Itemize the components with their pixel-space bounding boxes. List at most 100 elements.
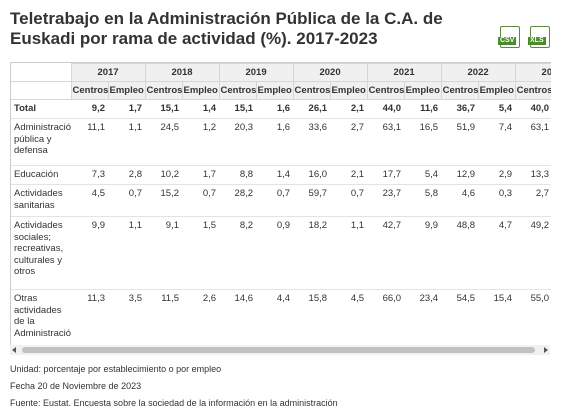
measure-header: Centros <box>218 81 257 100</box>
table-row: Administración pública y defensa 11,1 1,1 2… <box>11 118 551 166</box>
measure-header: Empleo <box>107 81 146 100</box>
table-row: Actividades sociales; recreativas, cultu… <box>11 216 551 290</box>
year-header: 2018 <box>144 63 220 82</box>
table-row: Total 9,2 1,7 15,1 1,4 15,1 1,6 26,1 2,1 44,0 11,6… <box>11 99 551 119</box>
row-label: Total <box>11 99 71 119</box>
cell: 11,6 <box>404 99 442 119</box>
csv-download[interactable]: CSV <box>498 26 520 48</box>
measure-header: Centros <box>144 81 183 100</box>
cell: 9,2 <box>71 99 108 119</box>
measure-header: Empleo <box>403 81 442 100</box>
measure-header: Centros <box>70 81 109 100</box>
cell: 20,3 <box>219 118 257 166</box>
corner <box>11 81 71 100</box>
cell: 54,5 <box>441 289 479 345</box>
cell: 4,6 <box>441 184 479 217</box>
cell: 9,1 <box>145 216 183 290</box>
year-header: 2019 <box>218 63 294 82</box>
cell: 23,7 <box>367 184 405 217</box>
cell: 4,5 <box>71 184 108 217</box>
cell: 9,9 <box>71 216 108 290</box>
cell: 13,3 <box>515 165 551 185</box>
year-header: 2017 <box>70 63 146 82</box>
xls-download[interactable]: XLS <box>528 26 550 48</box>
cell: 40,0 <box>515 99 551 119</box>
cell: 15,4 <box>478 289 516 345</box>
cell: 1,1 <box>330 216 368 290</box>
cell: 8,2 <box>219 216 257 290</box>
row-label: Otras actividades de la Administración <box>11 289 71 345</box>
cell: 1,1 <box>108 118 146 166</box>
cell: 48,8 <box>441 216 479 290</box>
cell: 5,8 <box>404 184 442 217</box>
cell: 5,4 <box>478 99 516 119</box>
measure-header: Centros <box>440 81 479 100</box>
cell: 0,7 <box>256 184 294 217</box>
year-header: 2021 <box>366 63 442 82</box>
cell: 17,7 <box>367 165 405 185</box>
table-row: Educación 7,3 2,8 10,2 1,7 8,8 1,4 16,0 2,1 17,7 5… <box>11 165 551 185</box>
cell: 11,1 <box>71 118 108 166</box>
year-header: 2023 <box>514 63 551 82</box>
csv-label: CSV <box>498 37 517 45</box>
cell: 59,7 <box>293 184 331 217</box>
measure-header: Empleo <box>477 81 516 100</box>
cell: 0,7 <box>182 184 220 217</box>
cell: 3,5 <box>108 289 146 345</box>
cell: 28,2 <box>219 184 257 217</box>
cell: 2,8 <box>108 165 146 185</box>
cell: 36,7 <box>441 99 479 119</box>
cell: 2,6 <box>182 289 220 345</box>
cell: 15,8 <box>293 289 331 345</box>
cell: 2,1 <box>330 99 368 119</box>
cell: 26,1 <box>293 99 331 119</box>
measure-header: Empleo <box>181 81 220 100</box>
cell: 11,3 <box>71 289 108 345</box>
scroll-thumb[interactable] <box>22 347 535 353</box>
cell: 0,3 <box>478 184 516 217</box>
cell: 1,7 <box>108 99 146 119</box>
cell: 15,1 <box>145 99 183 119</box>
cell: 24,5 <box>145 118 183 166</box>
cell: 1,1 <box>108 216 146 290</box>
cell: 1,7 <box>182 165 220 185</box>
cell: 1,4 <box>256 165 294 185</box>
scrollbar[interactable] <box>10 345 550 355</box>
cell: 4,4 <box>256 289 294 345</box>
cell: 1,5 <box>182 216 220 290</box>
cell: 7,4 <box>478 118 516 166</box>
cell: 63,1 <box>515 118 551 166</box>
corner <box>11 63 71 82</box>
year-header: 2020 <box>292 63 368 82</box>
cell: 16,0 <box>293 165 331 185</box>
cell: 51,9 <box>441 118 479 166</box>
cell: 14,6 <box>219 289 257 345</box>
source-note: Fuente: Eustat. Encuesta sobre la socied… <box>10 398 338 408</box>
cell: 0,7 <box>108 184 146 217</box>
cell: 18,2 <box>293 216 331 290</box>
measure-header: Centros <box>292 81 331 100</box>
cell: 0,7 <box>330 184 368 217</box>
measure-header: Centros <box>366 81 405 100</box>
year-header: 2022 <box>440 63 516 82</box>
cell: 10,2 <box>145 165 183 185</box>
row-label: Educación <box>11 165 71 185</box>
measure-header: Empleo <box>329 81 368 100</box>
cell: 11,5 <box>145 289 183 345</box>
cell: 15,1 <box>219 99 257 119</box>
cell: 1,6 <box>256 99 294 119</box>
row-label: Administración pública y defensa <box>11 118 71 166</box>
cell: 1,4 <box>182 99 220 119</box>
cell: 44,0 <box>367 99 405 119</box>
cell: 4,5 <box>330 289 368 345</box>
cell: 15,2 <box>145 184 183 217</box>
table-container[interactable]: 2017201820192020202120222023 CentrosEmpl… <box>10 62 551 345</box>
cell: 2,1 <box>330 165 368 185</box>
cell: 63,1 <box>367 118 405 166</box>
measure-header: Centros <box>514 81 551 100</box>
cell: 5,4 <box>404 165 442 185</box>
title: Teletrabajo en la Administración Pública… <box>10 9 443 48</box>
cell: 8,8 <box>219 165 257 185</box>
unit-note: Unidad: porcentaje por establecimiento o… <box>10 364 222 374</box>
cell: 16,5 <box>404 118 442 166</box>
